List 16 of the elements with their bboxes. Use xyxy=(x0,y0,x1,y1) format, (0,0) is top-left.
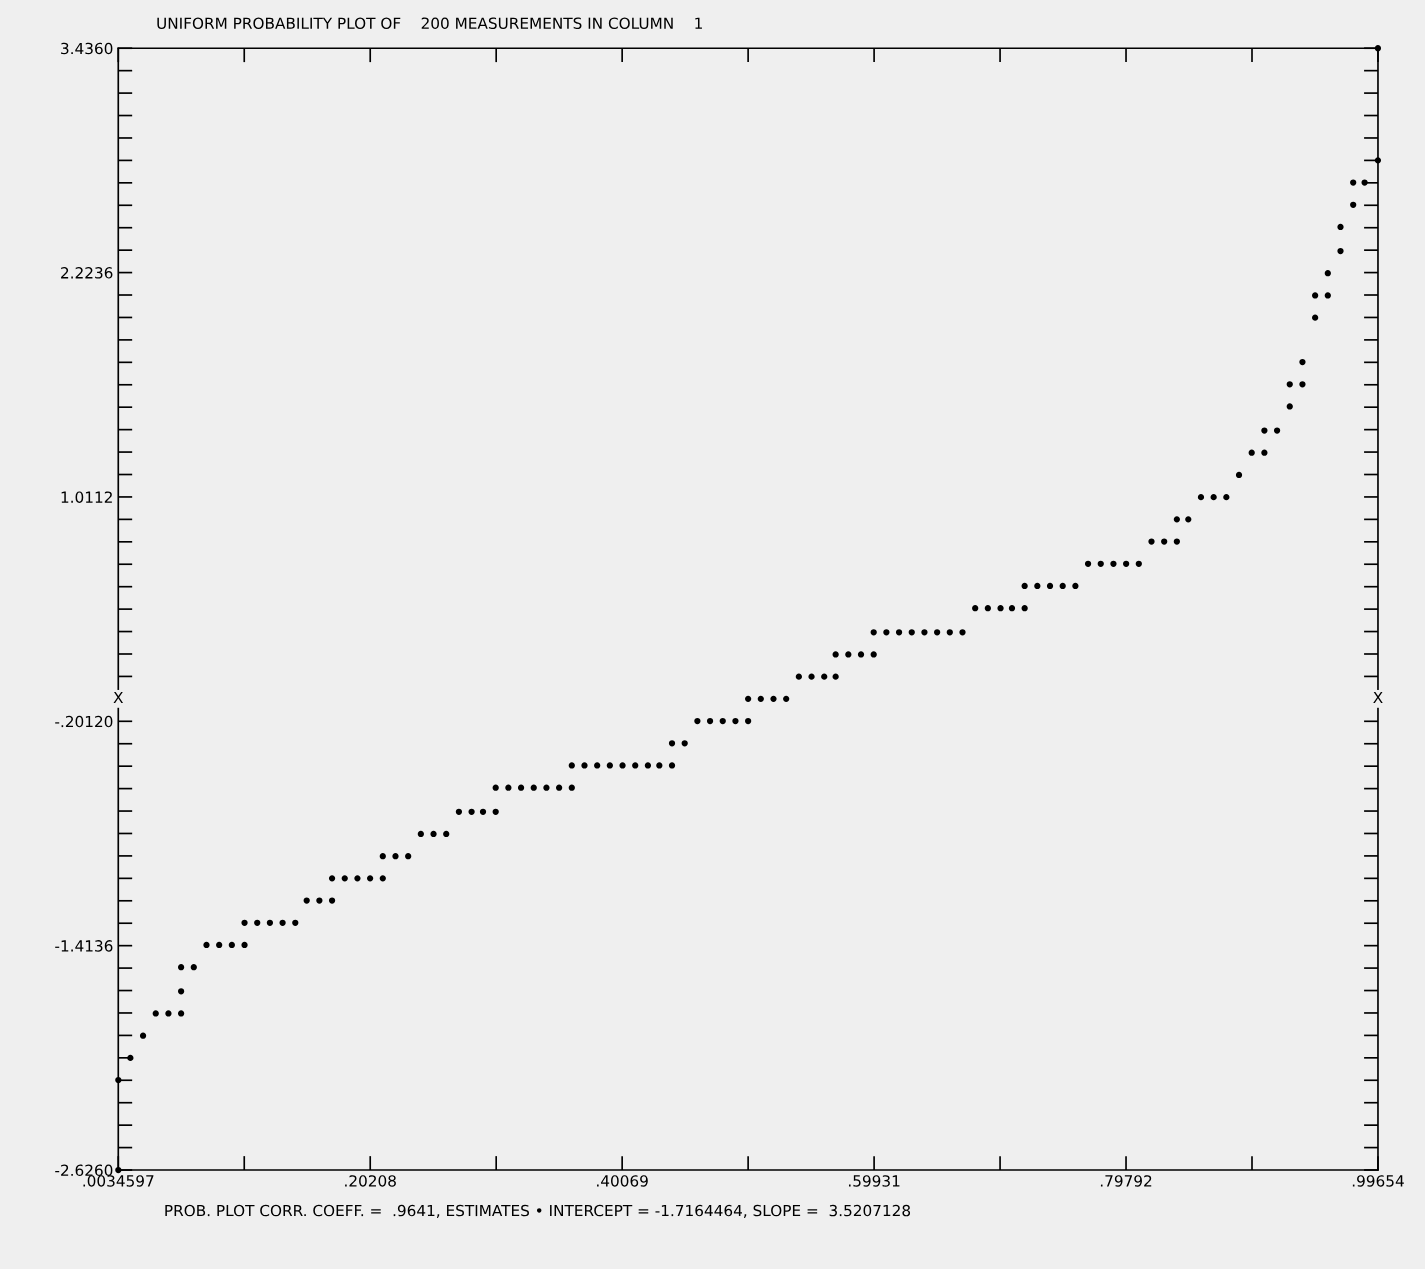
x-tick-label: .99654 xyxy=(1352,1175,1404,1187)
y-tick-label: -1.4136 xyxy=(55,940,113,952)
y-tick-label: 1.0112 xyxy=(61,491,112,503)
y-tick-label: -2.6260 xyxy=(55,1164,113,1177)
text: PROB. PLOT CORR. COEFF. = .9641, ESTIMATES • INTERCEPT = -1.7164464, SLOPE = 3.5207128 xyxy=(165,1204,911,1218)
chart-title: UNIFORM PROBABILITY PLOT OF 200 MEASUREMENTS IN COLUMN 1 xyxy=(157,17,702,29)
x-tick-label: .40069 xyxy=(597,1175,648,1187)
x-tick-label: .0034597 xyxy=(83,1175,154,1187)
annotation: X xyxy=(1373,691,1383,704)
y-tick-label: -.20120 xyxy=(55,715,113,728)
annotation: X xyxy=(113,691,124,704)
y-tick-label: 3.4360 xyxy=(61,42,113,55)
x-tick-label: .20208 xyxy=(345,1175,396,1187)
x-tick-label: .79792 xyxy=(1100,1175,1152,1187)
y-tick-label: 2.2236 xyxy=(61,267,113,279)
x-tick-label: .59931 xyxy=(849,1175,900,1187)
